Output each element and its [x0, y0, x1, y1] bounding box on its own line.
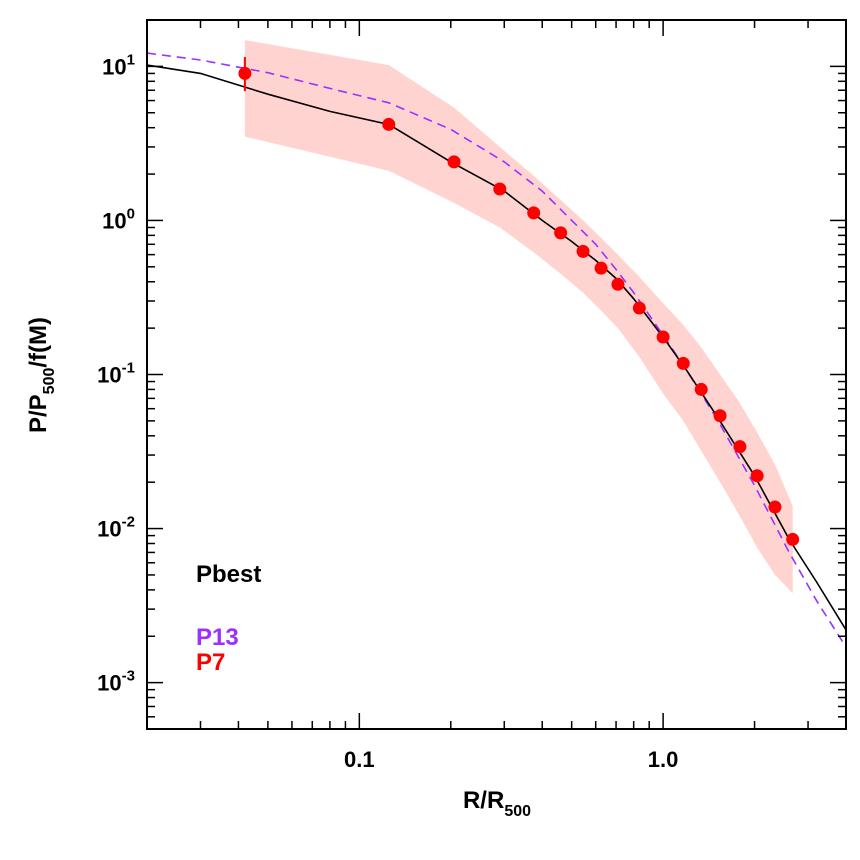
p7-data-point	[238, 66, 252, 80]
axes-layer: 0.1 1.0 101 100 10-1 10-2 10-3	[97, 19, 847, 772]
p7-data-point	[733, 440, 747, 454]
p7-data-point	[676, 356, 690, 370]
x-tick-label: 0.1	[344, 747, 375, 772]
p7-data-point	[611, 277, 625, 291]
y-tick-label: 10-2	[97, 514, 135, 542]
p7-data-point	[632, 301, 646, 315]
y-tick-label: 10-1	[97, 360, 135, 388]
p13-dashed-line	[147, 52, 846, 648]
p7-data-point	[382, 117, 396, 131]
x-axis-title: R/R500	[463, 787, 531, 820]
p7-data-point	[447, 155, 461, 169]
x-tick-label: 1.0	[648, 747, 679, 772]
model-lines-layer	[147, 52, 846, 648]
y-tick-label: 10-3	[97, 668, 135, 696]
p7-data-point	[786, 532, 800, 546]
uncertainty-band-layer	[244, 40, 793, 594]
p7-data-point	[493, 182, 507, 196]
p7-data-point	[694, 382, 708, 396]
y-axis-title: P/P500/f(M)	[25, 317, 58, 433]
legend-label-pbest: Pbest	[196, 561, 261, 588]
p7-data-point	[656, 330, 670, 344]
legend-label-p7: P7	[196, 649, 225, 676]
p7-data-point	[713, 409, 727, 423]
p7-data-point	[768, 500, 782, 514]
p7-data-point	[576, 244, 590, 258]
legend-label-p13: P13	[196, 624, 239, 651]
data-points-layer	[238, 57, 800, 546]
p7-data-point	[527, 206, 541, 220]
y-tick-label: 100	[102, 205, 135, 233]
p7-uncertainty-band	[244, 40, 793, 594]
p7-data-point	[594, 261, 608, 275]
y-tick-label: 101	[102, 51, 135, 79]
legend: Pbest P13 P7	[196, 561, 261, 676]
p7-data-point	[750, 469, 764, 483]
p7-data-point	[554, 226, 568, 240]
